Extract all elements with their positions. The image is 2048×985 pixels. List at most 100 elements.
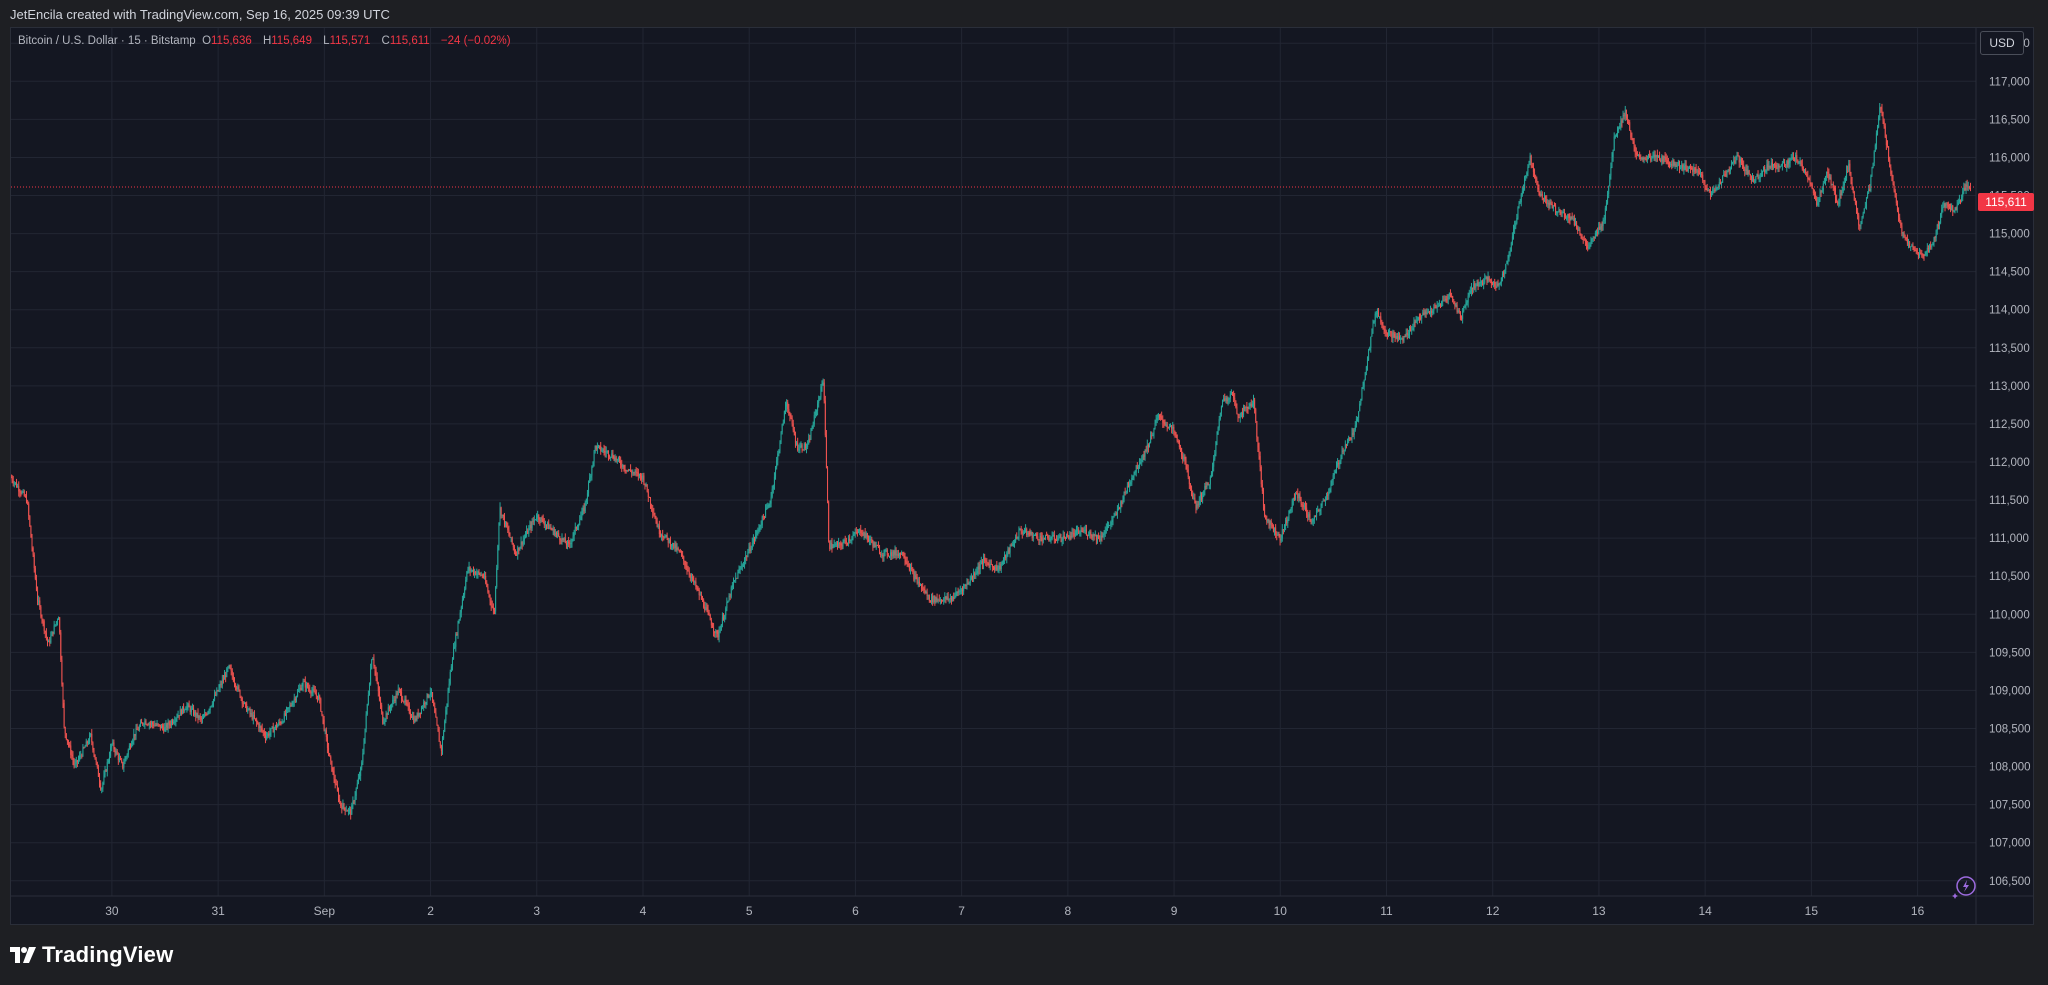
candle-body: [1057, 538, 1059, 541]
candle-body: [1495, 286, 1497, 288]
candle-body: [1685, 164, 1687, 170]
candle-body: [849, 538, 851, 541]
candle-body: [970, 575, 972, 580]
currency-button[interactable]: USD: [1980, 31, 2024, 55]
candle-body: [672, 542, 674, 547]
candle-body: [16, 482, 18, 487]
x-tick-label: 12: [1486, 904, 1500, 918]
candle-body: [586, 493, 588, 499]
candle-body: [1421, 315, 1423, 319]
candle-body: [1603, 219, 1605, 221]
candle-body: [1680, 167, 1682, 169]
candle-body: [1083, 529, 1085, 532]
candle-body: [490, 600, 492, 606]
candle-body: [854, 531, 856, 535]
candle-body: [1804, 169, 1806, 172]
candle-body: [1660, 160, 1662, 162]
chart-frame[interactable]: 117,500117,000116,500116,000115,500115,0…: [10, 27, 2034, 925]
candle-body: [1374, 313, 1376, 322]
candle-body: [268, 733, 270, 736]
candle-body: [828, 501, 830, 542]
candle-body: [1649, 154, 1651, 157]
candle-body: [221, 679, 223, 685]
candle-body: [853, 534, 855, 536]
candle-body: [1285, 519, 1287, 527]
lightning-icon[interactable]: [1952, 874, 1978, 905]
candle-body: [1320, 505, 1322, 511]
candle-body: [1518, 203, 1520, 208]
candle-body: [1072, 532, 1074, 534]
tradingview-logo[interactable]: TradingView: [10, 942, 173, 968]
candle-body: [906, 561, 908, 565]
symbol-name[interactable]: Bitcoin / U.S. Dollar · 15 · Bitstamp: [18, 35, 196, 47]
candle-body: [637, 472, 639, 477]
candle-body: [95, 759, 97, 763]
candle-body: [663, 536, 665, 539]
candle-body: [1724, 174, 1726, 176]
candle-body: [985, 560, 987, 562]
candle-body: [1858, 215, 1860, 226]
candle-body: [534, 519, 536, 521]
candle-body: [22, 491, 24, 493]
candle-body: [147, 724, 149, 726]
candle-body: [248, 708, 250, 710]
candle-body: [1775, 165, 1777, 168]
price-chart[interactable]: 117,500117,000116,500116,000115,500115,0…: [11, 28, 2033, 924]
candle-body: [1697, 170, 1699, 173]
candle-body: [1272, 526, 1274, 531]
candle-body: [532, 521, 534, 523]
candle-body: [751, 542, 753, 549]
candle-body: [1833, 186, 1835, 191]
candle-body: [1041, 537, 1043, 542]
candle-body: [658, 525, 660, 535]
candle-body: [931, 596, 933, 603]
price-scale[interactable]: 117,500117,000116,500116,000115,500115,0…: [1989, 38, 2031, 888]
candle-body: [1961, 197, 1963, 202]
candle-body: [1085, 529, 1087, 535]
candle-body: [1454, 303, 1456, 306]
candle-body: [384, 719, 386, 722]
candle-body: [1442, 300, 1444, 302]
candle-body: [833, 544, 835, 548]
candle-body: [127, 749, 129, 755]
x-tick-label: 14: [1698, 904, 1712, 918]
candle-body: [1245, 406, 1247, 409]
candle-body: [1515, 223, 1517, 227]
candle-body: [501, 514, 503, 516]
candle-body: [791, 417, 793, 424]
candle-body: [1264, 505, 1266, 516]
candle-body: [1520, 194, 1522, 203]
candle-body: [1414, 322, 1416, 324]
candle-body: [934, 595, 936, 603]
candle-body: [696, 587, 698, 589]
candle-body: [1451, 295, 1453, 297]
candle-body: [641, 475, 643, 480]
candle-body: [44, 630, 46, 633]
candle-body: [1863, 208, 1865, 214]
candle-body: [919, 584, 921, 586]
candle-body: [827, 467, 829, 502]
candle-body: [1514, 226, 1516, 230]
candle-body: [1102, 535, 1104, 538]
candle-body: [1269, 520, 1271, 526]
candle-body: [1060, 534, 1062, 542]
candle-body: [148, 723, 150, 726]
candle-body: [1026, 529, 1028, 535]
candle-body: [796, 442, 798, 444]
candle-body: [224, 675, 226, 680]
candle-body: [1458, 310, 1460, 312]
candle-body: [706, 607, 708, 610]
candle-body: [1621, 120, 1623, 123]
candle-body: [1201, 494, 1203, 499]
candle-body: [1503, 273, 1505, 275]
candle-body: [711, 625, 713, 628]
candle-body: [1087, 534, 1089, 536]
candle-body: [1943, 203, 1945, 208]
time-scale[interactable]: 30 31 Sep 2 3 4 5 6 7 8 9 10 11 12 13 14 15 16: [105, 904, 1924, 918]
candle-body: [1909, 242, 1911, 247]
candle-body: [126, 754, 128, 757]
candle-body: [1568, 214, 1570, 219]
candle-body: [1033, 534, 1035, 536]
candle-body: [1189, 484, 1191, 489]
candle-body: [651, 504, 653, 509]
